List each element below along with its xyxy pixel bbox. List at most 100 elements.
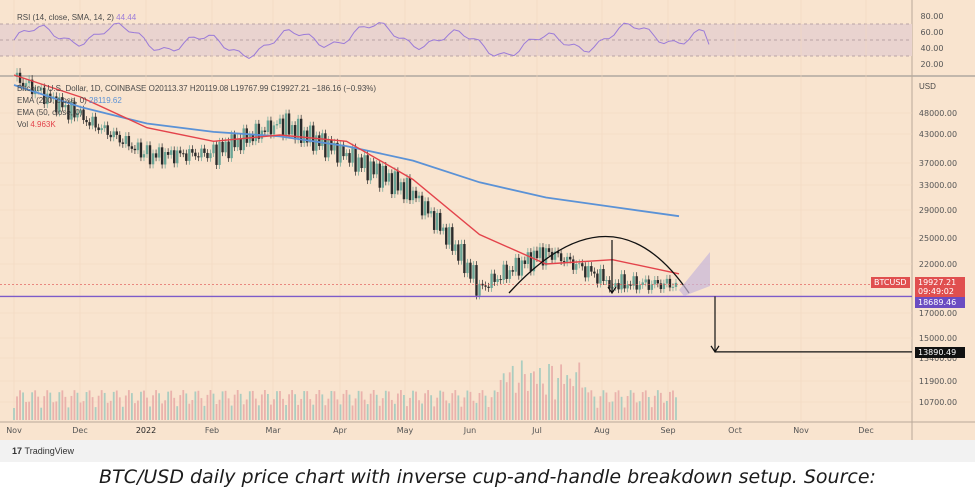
volume-bar <box>653 395 656 420</box>
volume-bar <box>675 397 677 420</box>
volume-bar <box>312 404 315 420</box>
candle-body <box>233 134 236 148</box>
ema200-legend-value: 28119.62 <box>89 96 122 105</box>
candle-body <box>445 227 448 245</box>
candle-body <box>469 262 472 279</box>
volume-bar <box>73 390 76 420</box>
candle-body <box>97 127 100 131</box>
candle-body <box>653 280 657 285</box>
volume-bar <box>25 401 27 420</box>
candle-body <box>659 283 663 290</box>
volume-bar <box>88 390 91 420</box>
volume-bar <box>569 378 572 420</box>
volume-bar <box>200 398 203 420</box>
volume-bar <box>230 405 233 420</box>
volume-bar <box>134 403 136 420</box>
candle-body <box>133 148 137 151</box>
btc-price-chart[interactable]: 80.00 60.00 40.00 20.00 48000.00 43000.00 3700… <box>0 0 975 462</box>
volume-bar <box>641 392 644 420</box>
volume-bar <box>375 394 378 420</box>
volume-bar <box>297 404 300 420</box>
volume-group <box>13 360 677 420</box>
volume-bar <box>496 391 499 420</box>
volume-bar <box>632 392 635 420</box>
volume-bar <box>61 390 64 420</box>
candle-body <box>70 101 73 120</box>
volume-bar <box>339 404 342 420</box>
volume-bar <box>285 404 287 420</box>
candle-body <box>665 278 669 284</box>
candle-body <box>451 227 454 251</box>
tradingview-branding[interactable]: 17 TradingView <box>12 446 74 456</box>
volume-bar <box>436 397 439 420</box>
candle-body <box>100 128 103 131</box>
candle-body <box>136 142 140 151</box>
candle-body <box>112 131 115 138</box>
volume-bar <box>215 404 218 420</box>
candle-body <box>76 112 79 118</box>
candle-body <box>417 195 421 199</box>
volume-bar <box>372 390 375 420</box>
candle-body <box>348 153 351 163</box>
candle-body <box>596 273 599 284</box>
candle-body <box>641 282 644 285</box>
candle-body <box>662 283 666 290</box>
volume-bar <box>351 405 354 420</box>
candle-body <box>387 173 391 182</box>
volume-bar <box>647 397 650 420</box>
btcusd-price-tag: 19927.21 09:49:02 <box>915 277 965 297</box>
candle-body <box>668 278 672 288</box>
volume-bar <box>79 402 82 420</box>
candle-body <box>221 141 224 153</box>
candle-body <box>529 252 533 272</box>
candle-body <box>212 144 215 154</box>
volume-bar <box>635 402 638 420</box>
candle-body <box>275 124 279 126</box>
candle-body <box>523 260 527 265</box>
volume-bar <box>55 401 58 420</box>
candle-body <box>339 144 342 163</box>
candle-body <box>481 283 484 286</box>
volume-bar <box>505 382 508 420</box>
candle-body <box>40 87 43 91</box>
candle-body <box>360 157 363 169</box>
volume-bar <box>469 391 472 420</box>
candle-body <box>553 251 557 260</box>
volume-bar <box>167 391 170 420</box>
ema200-legend: EMA (200, close, 0) 28119.62 <box>17 96 122 105</box>
candle-body <box>363 155 366 169</box>
candle-body <box>587 266 590 278</box>
candle-body <box>605 280 608 282</box>
volume-bar <box>672 390 674 420</box>
volume-bar <box>279 391 281 420</box>
candle-body <box>423 201 427 216</box>
candle-body <box>188 149 191 161</box>
candle-body <box>124 136 128 144</box>
volume-bar <box>112 391 115 420</box>
rsi-tick-label: 80.00 <box>921 12 944 21</box>
candle-body <box>287 113 291 135</box>
rsi-tick-label: 60.00 <box>921 28 944 37</box>
volume-bar <box>460 406 463 420</box>
volume-bar <box>511 365 514 420</box>
candle-body <box>526 252 530 265</box>
volume-bar <box>282 398 284 420</box>
volume-bar <box>197 390 200 420</box>
candle-body <box>336 142 339 163</box>
candle-body <box>82 109 85 121</box>
volume-bar <box>176 406 179 420</box>
candle-body <box>91 116 94 126</box>
candle-body <box>278 118 282 125</box>
candle-body <box>106 125 109 135</box>
candle-body <box>623 274 626 289</box>
candle-body <box>281 118 285 137</box>
volume-bar <box>523 374 526 420</box>
volume-bar <box>484 395 487 420</box>
volume-bar <box>309 399 312 420</box>
volume-bar <box>152 395 154 420</box>
candle-body <box>381 165 384 188</box>
month-tick-label: Jul <box>531 426 542 435</box>
volume-bar <box>58 392 61 420</box>
candle-body <box>79 109 82 113</box>
volume-bar <box>623 407 626 420</box>
